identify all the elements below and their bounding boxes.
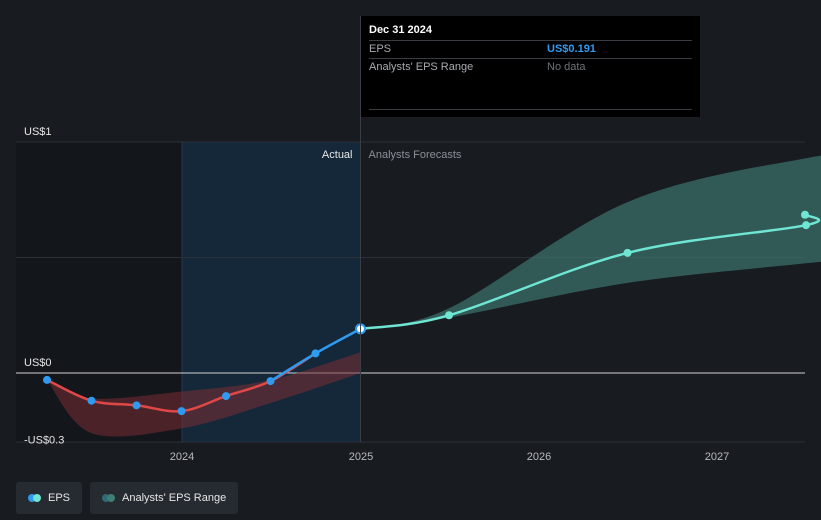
eps-point-3 xyxy=(177,407,186,416)
eps-swatch-dot-a xyxy=(28,494,36,502)
tooltip-row-range: Analysts' EPS Range No data xyxy=(369,58,692,76)
eps-chart: US$1 US$0 -US$0.3 2024 2025 2026 2027 Actual Ana… xyxy=(16,16,821,463)
tooltip-row-eps: EPS US$0.191 xyxy=(369,40,692,58)
x-tick-label-2: 2026 xyxy=(527,451,551,463)
eps-point-4 xyxy=(222,392,231,401)
past-range-band xyxy=(47,352,361,437)
eps-swatch-dot-b xyxy=(33,494,41,502)
tooltip-eps-label: EPS xyxy=(369,43,392,55)
forecast-range-band xyxy=(360,155,821,329)
eps-point-8 xyxy=(445,311,454,320)
forecast-label: Analysts Forecasts xyxy=(369,149,462,161)
eps-point-10 xyxy=(802,221,811,230)
tooltip: Dec 31 2024 EPS US$0.191 Analysts' EPS R… xyxy=(361,16,700,117)
eps-swatch-icon xyxy=(28,494,42,502)
y-axis-label-1: US$0 xyxy=(24,357,52,369)
legend-eps-label: EPS xyxy=(48,492,71,504)
y-axis-label-2: -US$0.3 xyxy=(24,434,64,446)
range-swatch-dot-a xyxy=(102,494,111,502)
eps-point-9 xyxy=(623,248,632,257)
legend-range-label: Analysts' EPS Range xyxy=(122,492,227,504)
eps-point-1 xyxy=(87,396,96,405)
eps-point-6 xyxy=(311,349,320,358)
tooltip-date: Dec 31 2024 xyxy=(369,24,432,36)
eps-point-edge xyxy=(801,210,809,219)
tooltip-eps-value: US$0.191 xyxy=(547,43,596,55)
actual-label: Actual xyxy=(322,149,353,161)
legend-item-range[interactable]: Analysts' EPS Range xyxy=(90,482,239,514)
tooltip-range-label: Analysts' EPS Range xyxy=(369,61,474,73)
tooltip-range-value: No data xyxy=(547,61,586,73)
y-axis-label-0: US$1 xyxy=(24,126,52,138)
x-tick-label-3: 2027 xyxy=(705,451,729,463)
legend: EPS Analysts' EPS Range xyxy=(16,482,239,514)
range-swatch-icon xyxy=(102,494,116,502)
history-region xyxy=(16,142,182,442)
x-tick-label-1: 2025 xyxy=(349,451,373,463)
eps-point-5 xyxy=(266,377,275,386)
eps-point-0 xyxy=(43,375,52,384)
legend-item-eps[interactable]: EPS xyxy=(16,482,83,514)
range-swatch-dot-b xyxy=(107,494,116,502)
tooltip-spacer xyxy=(369,76,692,110)
x-tick-label-0: 2024 xyxy=(170,451,194,463)
eps-point-2 xyxy=(132,401,141,410)
